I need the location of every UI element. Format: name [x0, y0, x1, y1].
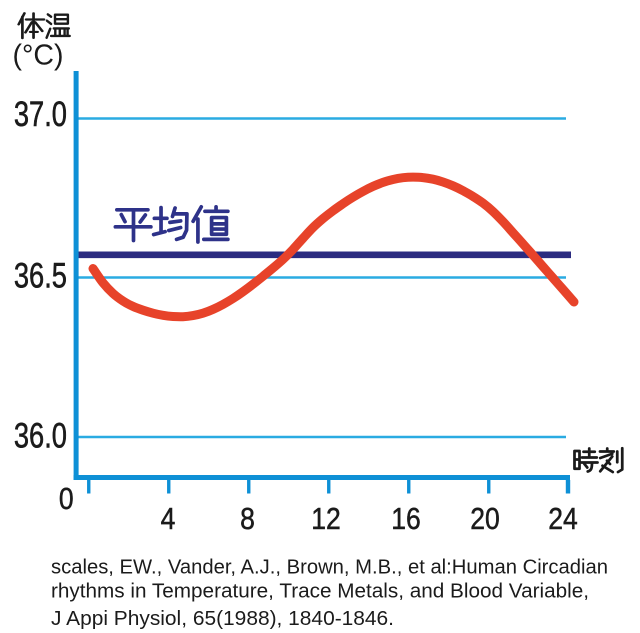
svg-text:37.0: 37.0	[14, 95, 67, 134]
svg-text:4: 4	[161, 502, 176, 536]
svg-text:scales, EW., Vander, A.J., Bro: scales, EW., Vander, A.J., Brown, M.B., …	[51, 557, 608, 579]
svg-text:16: 16	[391, 502, 421, 536]
svg-text:24: 24	[548, 502, 578, 536]
svg-text:(°C): (°C)	[13, 40, 64, 72]
svg-text:12: 12	[311, 502, 341, 536]
svg-text:8: 8	[240, 502, 255, 536]
svg-text:rhythms in Temperature, Trace: rhythms in Temperature, Trace Metals, an…	[51, 581, 589, 603]
svg-text:36.0: 36.0	[14, 416, 67, 455]
svg-text:0: 0	[59, 482, 74, 516]
svg-text:J Appi Physiol, 65(1988), 1840: J Appi Physiol, 65(1988), 1840-1846.	[51, 608, 394, 630]
svg-text:36.5: 36.5	[14, 256, 67, 295]
svg-text:20: 20	[470, 502, 500, 536]
